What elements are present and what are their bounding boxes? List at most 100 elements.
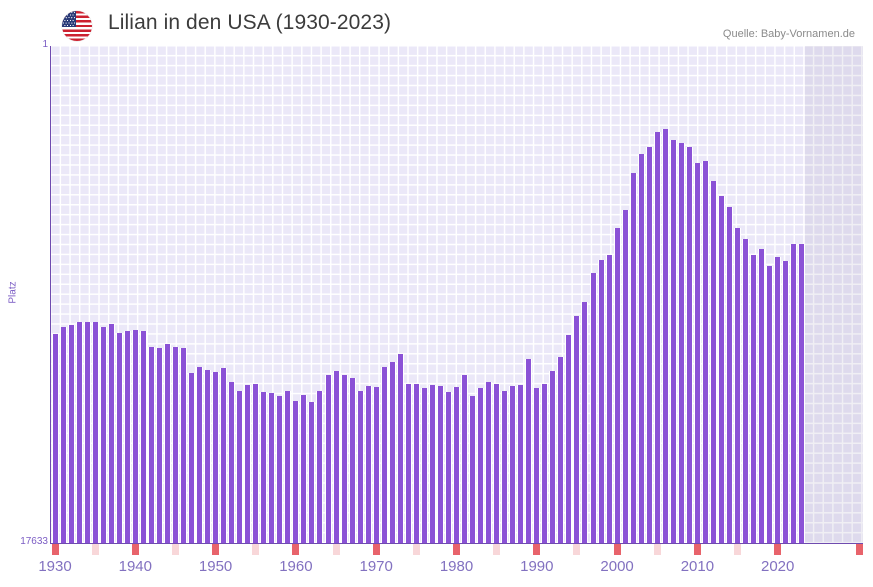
bar[interactable] [701, 161, 709, 543]
bar[interactable] [83, 322, 91, 543]
bar[interactable] [59, 327, 67, 543]
bar[interactable] [469, 396, 477, 543]
bar[interactable] [380, 367, 388, 543]
bar[interactable] [348, 378, 356, 543]
bar[interactable] [549, 371, 557, 543]
bar[interactable] [356, 391, 364, 543]
bar[interactable] [123, 331, 131, 543]
bar[interactable] [115, 333, 123, 543]
bar[interactable] [244, 385, 252, 543]
bar[interactable] [308, 402, 316, 543]
bar[interactable] [461, 375, 469, 543]
bar[interactable] [709, 181, 717, 543]
bar[interactable] [284, 391, 292, 543]
bar[interactable] [565, 335, 573, 543]
bar[interactable] [171, 347, 179, 543]
bar[interactable] [372, 387, 380, 543]
x-axis-tick-label: 1990 [520, 558, 554, 575]
bar[interactable] [742, 239, 750, 543]
bar[interactable] [758, 249, 766, 543]
bar[interactable] [726, 207, 734, 543]
bar[interactable] [99, 327, 107, 543]
bar[interactable] [412, 384, 420, 543]
bar[interactable] [260, 392, 268, 543]
bar[interactable] [509, 386, 517, 543]
bar[interactable] [653, 132, 661, 543]
bar[interactable] [131, 330, 139, 543]
bar[interactable] [67, 325, 75, 543]
bar[interactable] [316, 391, 324, 543]
bar[interactable] [517, 385, 525, 543]
bar[interactable] [766, 266, 774, 543]
bar[interactable] [75, 322, 83, 543]
bar[interactable] [276, 396, 284, 543]
bar[interactable] [717, 196, 725, 543]
x-tick-minor [493, 544, 501, 555]
bar[interactable] [581, 302, 589, 543]
bar[interactable] [139, 331, 147, 543]
bar[interactable] [677, 143, 685, 543]
bar[interactable] [324, 375, 332, 543]
bar[interactable] [340, 375, 348, 543]
bar[interactable] [750, 255, 758, 543]
x-tick-minor [332, 544, 340, 555]
bar[interactable] [428, 385, 436, 543]
bar[interactable] [669, 140, 677, 543]
bar[interactable] [252, 384, 260, 543]
bar[interactable] [637, 154, 645, 543]
bar[interactable] [790, 244, 798, 543]
bar[interactable] [188, 373, 195, 543]
bar[interactable] [236, 391, 244, 543]
bar[interactable] [220, 368, 228, 543]
bar[interactable] [629, 173, 637, 543]
bar[interactable] [163, 344, 171, 543]
bar[interactable] [477, 388, 485, 543]
y-axis-line [50, 46, 52, 543]
bar[interactable] [155, 348, 163, 543]
bar[interactable] [798, 244, 806, 543]
bar[interactable] [661, 129, 669, 543]
bar[interactable] [734, 228, 742, 543]
bar[interactable] [51, 334, 59, 543]
bar[interactable] [196, 367, 204, 543]
bar[interactable] [91, 322, 99, 543]
bar[interactable] [396, 354, 404, 543]
bar[interactable] [179, 348, 187, 543]
bar[interactable] [573, 316, 581, 543]
bar[interactable] [204, 370, 212, 543]
bar[interactable] [774, 257, 782, 543]
bar[interactable] [292, 401, 300, 543]
bar[interactable] [525, 359, 533, 543]
bar[interactable] [364, 386, 372, 543]
bar[interactable] [782, 261, 790, 543]
bar[interactable] [332, 371, 340, 543]
bar[interactable] [501, 391, 509, 543]
bar[interactable] [212, 372, 220, 543]
bar[interactable] [605, 255, 613, 543]
bar[interactable] [621, 210, 629, 543]
bar[interactable] [533, 388, 541, 543]
x-axis-tick-label: 2010 [680, 558, 715, 575]
bar[interactable] [444, 392, 452, 543]
bar[interactable] [107, 324, 115, 543]
bar[interactable] [453, 387, 460, 543]
bar[interactable] [589, 273, 597, 543]
bar[interactable] [493, 384, 501, 543]
bar[interactable] [557, 357, 565, 543]
bar[interactable] [147, 347, 155, 543]
bar[interactable] [404, 384, 412, 543]
bar[interactable] [541, 384, 549, 543]
bar[interactable] [685, 147, 693, 543]
bar[interactable] [300, 395, 308, 543]
bar[interactable] [268, 393, 276, 543]
page-title: Lilian in den USA (1930-2023) [108, 11, 392, 34]
bar[interactable] [645, 147, 653, 543]
bar[interactable] [597, 260, 605, 543]
bar[interactable] [693, 163, 701, 543]
bar[interactable] [613, 228, 621, 543]
bar[interactable] [485, 382, 493, 543]
bar[interactable] [228, 382, 236, 543]
bar[interactable] [436, 386, 444, 543]
bar[interactable] [388, 362, 396, 543]
bar[interactable] [420, 388, 428, 543]
